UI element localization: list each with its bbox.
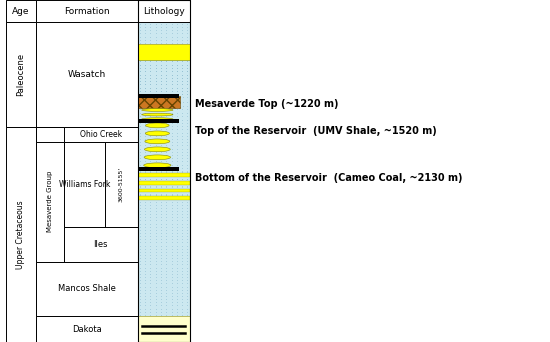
Bar (138, 173, 190, 177)
Ellipse shape (142, 109, 173, 111)
Bar (138, 169, 190, 173)
Text: Upper Cretaceous: Upper Cretaceous (16, 200, 25, 268)
Bar (138, 181, 190, 185)
Bar (138, 94, 179, 98)
Bar (105, 142, 138, 227)
Ellipse shape (144, 163, 171, 168)
Text: Williams Fork: Williams Fork (59, 180, 111, 189)
Text: Wasatch: Wasatch (68, 70, 106, 79)
Text: Bottom of the Reservoir  (Cameo Coal, ~2130 m): Bottom of the Reservoir (Cameo Coal, ~21… (195, 173, 463, 183)
Bar (36, 22, 138, 127)
Bar (138, 316, 190, 342)
Text: Top of the Reservoir  (UMV Shale, ~1520 m): Top of the Reservoir (UMV Shale, ~1520 m… (195, 126, 437, 136)
Bar (138, 121, 190, 169)
Ellipse shape (144, 155, 170, 160)
Text: Ohio Creek: Ohio Creek (80, 130, 122, 139)
Text: Iles: Iles (94, 240, 108, 249)
Ellipse shape (142, 118, 173, 120)
Bar (138, 96, 180, 108)
Bar (138, 60, 190, 96)
Text: Lithology: Lithology (143, 6, 184, 16)
Bar (138, 200, 190, 316)
Text: Paleocene: Paleocene (16, 53, 25, 96)
Ellipse shape (145, 147, 170, 152)
Bar (36, 142, 64, 262)
Bar (64, 142, 105, 227)
Text: Formation: Formation (64, 6, 109, 16)
Text: Mesaverde Group: Mesaverde Group (47, 171, 53, 233)
Bar (36, 0, 138, 22)
Bar (36, 127, 138, 342)
Ellipse shape (142, 113, 173, 116)
Bar (64, 127, 138, 142)
Ellipse shape (145, 139, 170, 144)
Bar (138, 0, 190, 22)
Bar (138, 44, 190, 60)
Bar (138, 188, 190, 192)
Bar (138, 196, 190, 200)
Text: 3600-5155': 3600-5155' (119, 167, 124, 202)
Text: Age: Age (12, 6, 29, 16)
Bar (138, 119, 179, 123)
Bar (6, 0, 36, 22)
Bar (36, 262, 138, 316)
Bar (6, 22, 36, 127)
Text: Mesaverde Top (~1220 m): Mesaverde Top (~1220 m) (195, 99, 339, 109)
Bar (6, 127, 36, 342)
Bar (138, 177, 190, 181)
Bar (138, 0, 190, 342)
Bar (180, 96, 190, 108)
Text: Dakota: Dakota (72, 325, 102, 334)
Bar (138, 185, 190, 188)
Ellipse shape (145, 131, 169, 136)
Bar (138, 108, 190, 121)
Bar (36, 316, 138, 342)
Bar (138, 193, 190, 196)
Bar (138, 60, 190, 96)
Bar (64, 227, 138, 262)
Bar (138, 167, 179, 171)
Bar (138, 0, 190, 44)
Text: Mancos Shale: Mancos Shale (58, 285, 116, 293)
Ellipse shape (146, 123, 169, 128)
